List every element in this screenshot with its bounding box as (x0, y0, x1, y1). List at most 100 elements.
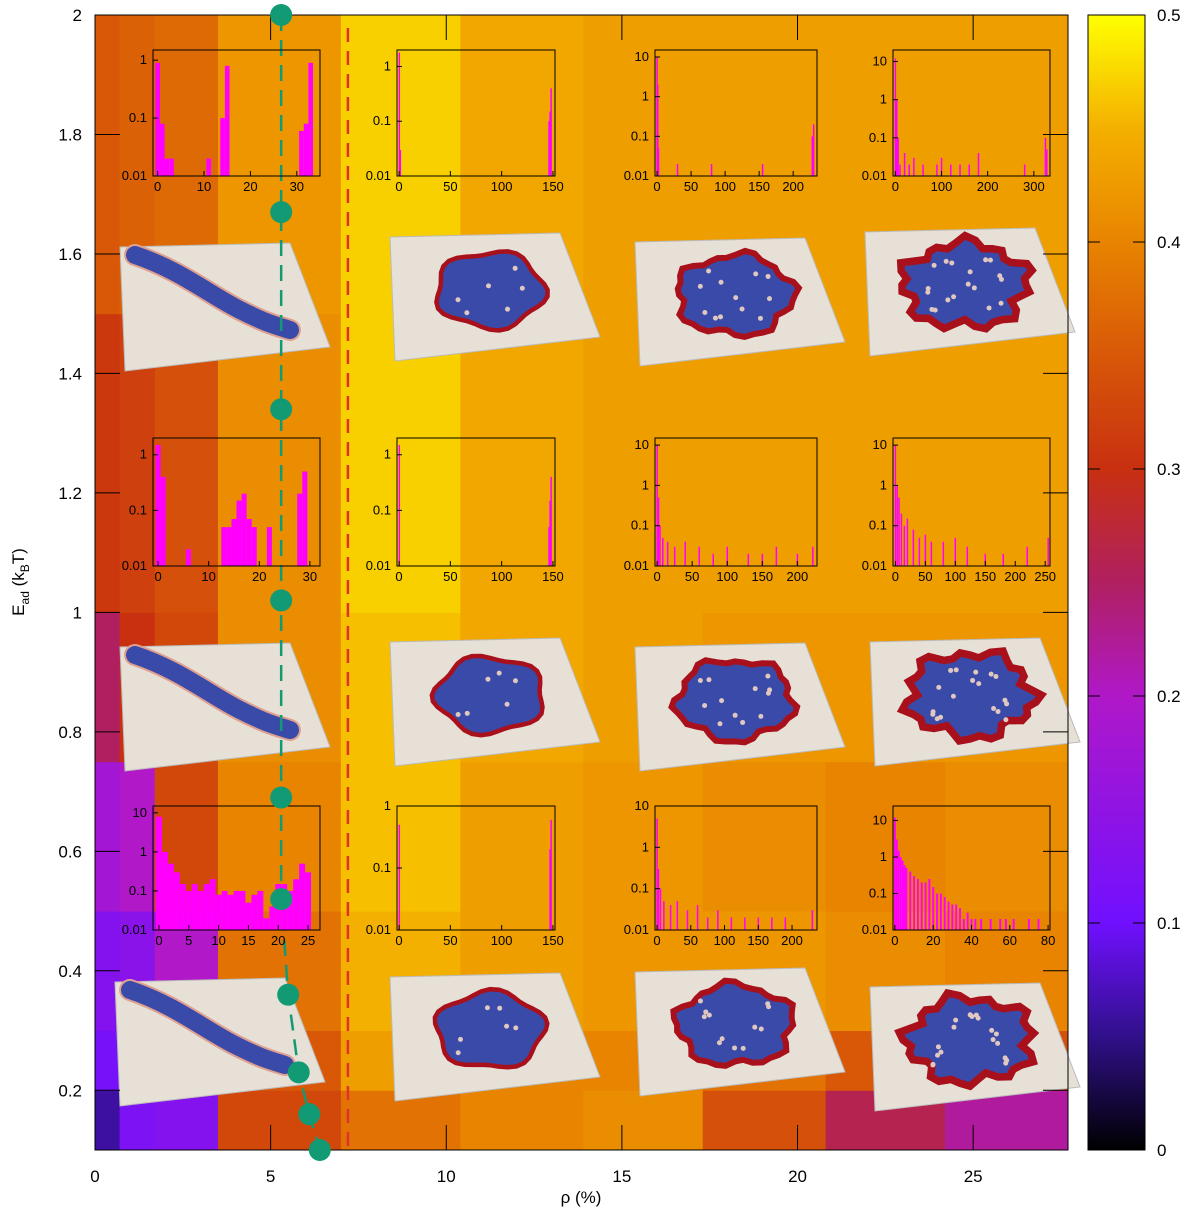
inset-x-tick-label: 60 (1003, 933, 1017, 948)
boundary-point (270, 786, 293, 809)
inset-x-tick-label: 150 (751, 569, 773, 584)
histogram-bar (811, 136, 814, 176)
inset-y-tick-label: 0.01 (366, 558, 391, 573)
boundary-point (270, 201, 293, 224)
polymer-worm (121, 981, 294, 1074)
inset-y-tick-label: 10 (873, 813, 887, 828)
histogram-bar (241, 493, 247, 566)
inset-x-tick-label: 100 (491, 933, 513, 948)
y-tick-label: 1.8 (58, 125, 82, 144)
histogram-bar (251, 894, 258, 930)
histogram-bar (959, 164, 961, 176)
polymer-worm (126, 246, 299, 339)
histogram-bar (299, 863, 306, 930)
inset-y-tick-label: 0.1 (869, 130, 887, 145)
histogram-bar (908, 164, 910, 176)
inset-x-tick-label: 100 (714, 933, 736, 948)
inset-x-tick-label: 0 (653, 569, 660, 584)
inset-x-tick-label: 200 (977, 179, 999, 194)
film-hole (718, 279, 724, 285)
histogram-bar (897, 850, 900, 930)
boundary-point (277, 983, 300, 1006)
inset-y-tick-label: 1 (642, 89, 649, 104)
film-hole (697, 998, 703, 1004)
inset-histogram: 0 20 40 60 80 0.01 0.1 1 10 (862, 805, 1055, 948)
inset-histogram: 0 10 20 30 0.01 0.1 1 (122, 49, 321, 194)
film-hole (697, 283, 703, 289)
film-hole (701, 1014, 707, 1020)
histogram-bar (977, 153, 980, 176)
inset-x-tick-label: 250 (1034, 569, 1056, 584)
boundary-point (270, 589, 293, 612)
histogram-bar (901, 860, 904, 930)
inset-x-tick-label: 150 (974, 569, 996, 584)
histogram-bar (548, 527, 550, 566)
histogram-bar (203, 884, 210, 930)
film-hole (930, 711, 936, 717)
histogram-bar (775, 546, 778, 566)
heatmap-cell (95, 1030, 121, 1091)
film-hole (973, 1012, 979, 1018)
inset-x-tick-label: 200 (781, 933, 803, 948)
histogram-bar (928, 878, 931, 930)
inset-frame (654, 805, 818, 931)
histogram-bar (903, 865, 906, 930)
film-hole (497, 1005, 503, 1011)
inset-x-tick-label: 0 (395, 933, 402, 948)
histogram-bar (245, 902, 252, 930)
histogram-bar (894, 58, 897, 177)
histogram-bar (913, 157, 915, 176)
histogram-bar (966, 546, 969, 566)
histogram-bar (999, 919, 1002, 930)
histogram-bar (305, 872, 312, 930)
film-hole (455, 711, 461, 717)
heatmap-cell (95, 612, 121, 763)
x-tick-label: 25 (964, 1167, 983, 1186)
inset-y-tick-label: 0.01 (862, 922, 887, 937)
inset-y-tick-label: 10 (635, 798, 649, 813)
inset-x-tick-label: 50 (443, 569, 457, 584)
inset-x-tick-label: 150 (747, 933, 769, 948)
histogram-bar (308, 62, 314, 176)
inset-frame (892, 437, 1051, 567)
inset-x-tick-label: 10 (201, 569, 215, 584)
inset-y-tick-label: 1 (384, 798, 391, 813)
boundary-point (298, 1103, 321, 1126)
film-hole (935, 1044, 941, 1050)
film-hole (706, 268, 712, 274)
inset-histogram: 0 10 20 30 0.01 0.1 1 (122, 437, 321, 584)
histogram-bar (918, 537, 921, 566)
x-tick-label: 20 (788, 1167, 807, 1186)
y-tick-label: 1.4 (58, 364, 82, 383)
inset-x-tick-label: 20 (271, 933, 285, 948)
inset-y-tick-label: 1 (642, 839, 649, 854)
inset-x-tick-label: 0 (653, 933, 660, 948)
inset-x-tick-label: 150 (542, 933, 564, 948)
film-hole (740, 719, 746, 725)
histogram-bar (399, 149, 402, 176)
histogram-bar (712, 553, 715, 566)
y-axis-label-part: E (9, 604, 28, 615)
inset-x-tick-label: 5 (185, 933, 192, 948)
histogram-bar (984, 553, 987, 566)
inset-y-tick-label: 1 (880, 849, 887, 864)
inset-histogram: 0 50 100 150 0.01 0.1 1 (366, 49, 564, 194)
inset-y-tick-label: 1 (880, 477, 887, 492)
histogram-bar (924, 534, 927, 566)
inset-x-tick-label: 150 (542, 179, 564, 194)
histogram-bar (220, 118, 225, 176)
histogram-bar (939, 893, 942, 930)
colorbar-tick-label: 0.3 (1157, 460, 1181, 479)
inset-x-tick-label: 200 (782, 179, 804, 194)
heatmap-cell (583, 761, 704, 912)
boundary-line (279, 15, 322, 1151)
heatmap-cell (217, 313, 342, 613)
histogram-bar (161, 851, 168, 930)
histogram-bar (1044, 137, 1047, 176)
histogram-bar (398, 52, 401, 176)
y-axis-label: Ead (kBT) (9, 548, 32, 616)
histogram-bar (160, 476, 166, 566)
inset-histogram: 0 50 100 150 200 250 0.01 0.1 1 10 (862, 437, 1056, 584)
histogram-bar (155, 62, 160, 176)
